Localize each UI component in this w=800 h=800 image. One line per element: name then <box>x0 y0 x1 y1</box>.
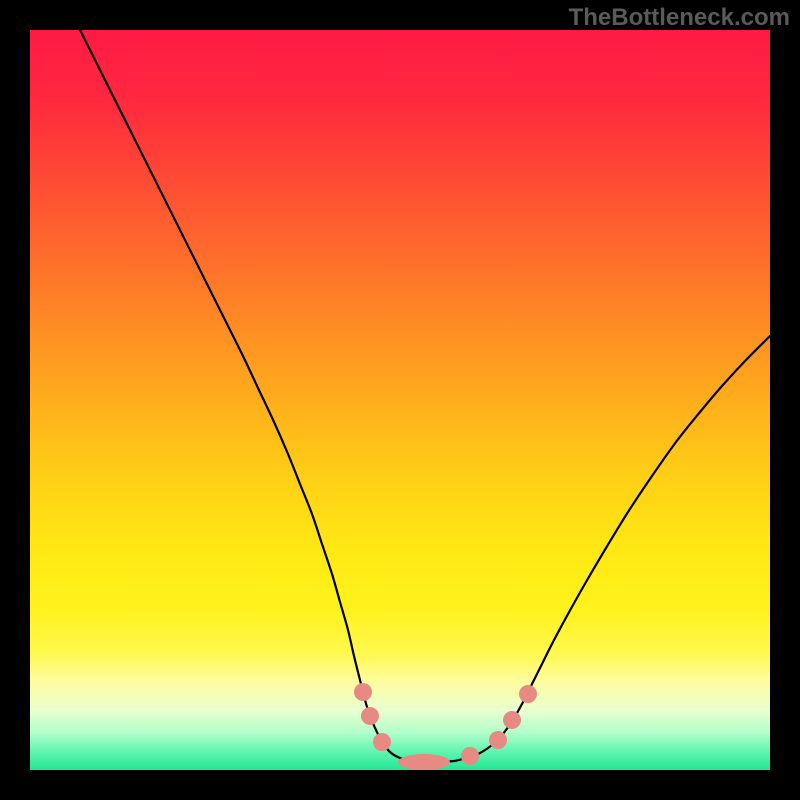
watermark-text: TheBottleneck.com <box>569 4 790 32</box>
gradient-background <box>30 30 770 770</box>
marker-ellipse <box>398 754 450 770</box>
marker-dot <box>373 733 391 751</box>
marker-dot <box>489 731 507 749</box>
marker-dot <box>503 711 521 729</box>
chart-svg <box>0 0 800 800</box>
marker-dot <box>361 707 379 725</box>
marker-dot <box>519 685 537 703</box>
marker-dot <box>354 683 372 701</box>
chart-container: TheBottleneck.com <box>0 0 800 800</box>
marker-dot <box>461 747 479 765</box>
